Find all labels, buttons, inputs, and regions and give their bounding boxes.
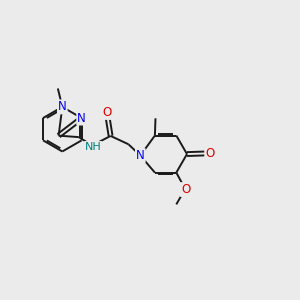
Text: O: O bbox=[102, 106, 112, 119]
Text: O: O bbox=[181, 183, 190, 196]
Text: N: N bbox=[58, 100, 67, 113]
Text: O: O bbox=[205, 147, 214, 160]
Text: NH: NH bbox=[85, 142, 101, 152]
Text: N: N bbox=[136, 149, 145, 162]
Text: N: N bbox=[77, 112, 86, 124]
